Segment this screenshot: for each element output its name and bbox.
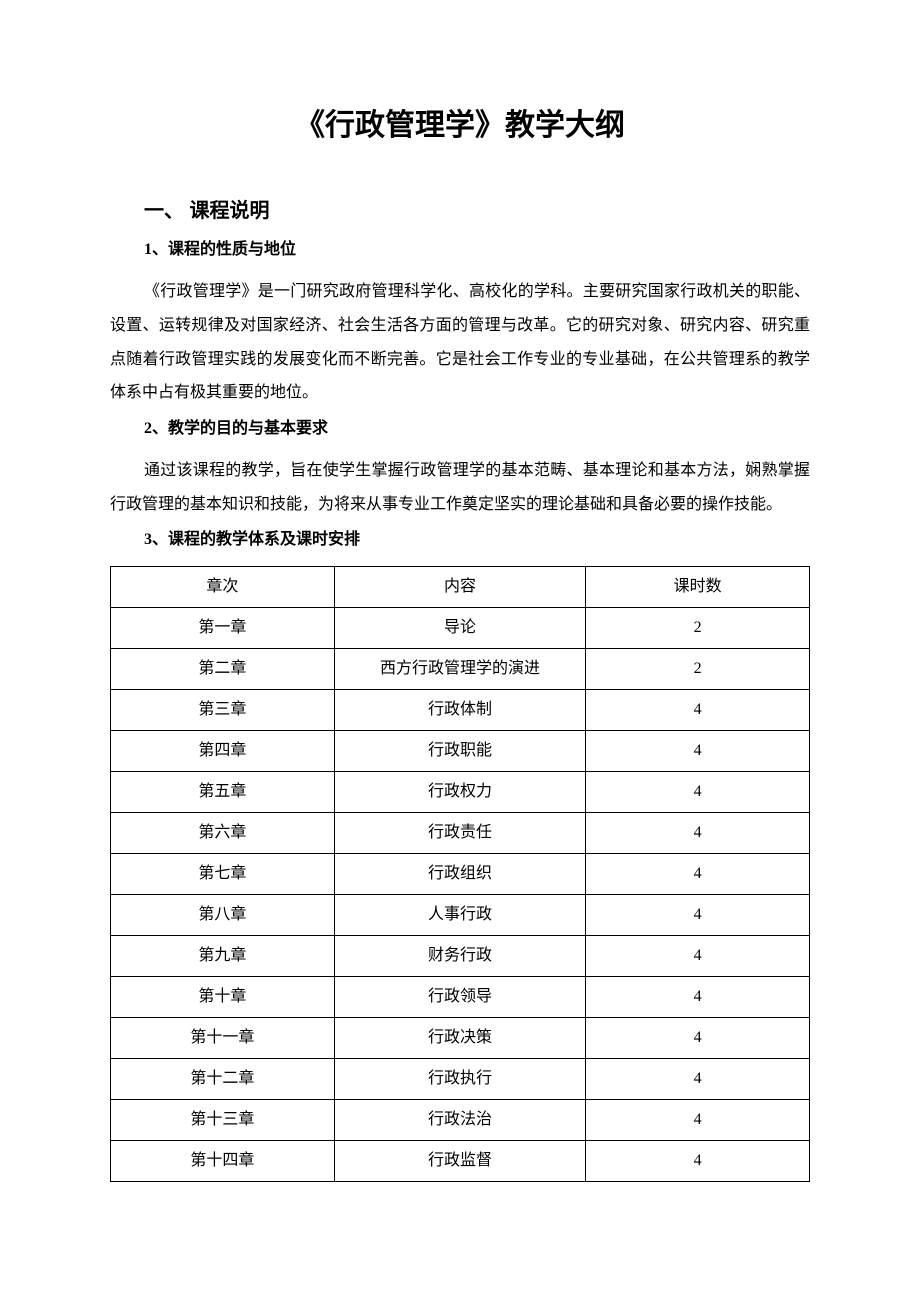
table-cell-chapter: 第十三章 [111, 1099, 335, 1140]
table-cell-chapter: 第七章 [111, 853, 335, 894]
table-cell-hours: 4 [586, 853, 810, 894]
table-row: 第十二章 行政执行 4 [111, 1058, 810, 1099]
table-cell-hours: 4 [586, 1140, 810, 1181]
table-cell-content: 财务行政 [334, 935, 586, 976]
table-cell-chapter: 第三章 [111, 689, 335, 730]
table-row: 第十四章 行政监督 4 [111, 1140, 810, 1181]
subsection-1-2-paragraph: 通过该课程的教学，旨在使学生掌握行政管理学的基本范畴、基本理论和基本方法，娴熟掌… [110, 454, 810, 521]
table-cell-chapter: 第五章 [111, 771, 335, 812]
table-cell-content: 行政决策 [334, 1017, 586, 1058]
table-cell-chapter: 第一章 [111, 607, 335, 648]
subsection-1-1-heading: 1、课程的性质与地位 [110, 235, 810, 265]
table-cell-content: 行政组织 [334, 853, 586, 894]
table-cell-chapter: 第十四章 [111, 1140, 335, 1181]
table-row: 第十三章 行政法治 4 [111, 1099, 810, 1140]
table-cell-chapter: 第二章 [111, 648, 335, 689]
table-cell-content: 行政监督 [334, 1140, 586, 1181]
table-row: 第四章 行政职能 4 [111, 730, 810, 771]
table-cell-chapter: 第六章 [111, 812, 335, 853]
table-cell-hours: 4 [586, 1058, 810, 1099]
table-cell-content: 行政责任 [334, 812, 586, 853]
table-row: 第八章 人事行政 4 [111, 894, 810, 935]
table-row: 第十章 行政领导 4 [111, 976, 810, 1017]
table-cell-hours: 4 [586, 935, 810, 976]
subsection-1-3-heading: 3、课程的教学体系及课时安排 [110, 525, 810, 555]
table-cell-chapter: 第十一章 [111, 1017, 335, 1058]
table-row: 第九章 财务行政 4 [111, 935, 810, 976]
table-cell-content: 行政职能 [334, 730, 586, 771]
table-cell-hours: 2 [586, 648, 810, 689]
table-cell-hours: 4 [586, 730, 810, 771]
table-header-chapter: 章次 [111, 566, 335, 607]
document-title: 《行政管理学》教学大纲 [110, 100, 810, 144]
table-row: 第五章 行政权力 4 [111, 771, 810, 812]
table-body: 第一章 导论 2 第二章 西方行政管理学的演进 2 第三章 行政体制 4 第四章… [111, 607, 810, 1181]
table-cell-content: 行政法治 [334, 1099, 586, 1140]
table-cell-content: 行政领导 [334, 976, 586, 1017]
table-cell-hours: 4 [586, 771, 810, 812]
table-cell-hours: 2 [586, 607, 810, 648]
table-cell-hours: 4 [586, 976, 810, 1017]
table-cell-hours: 4 [586, 894, 810, 935]
table-row: 第六章 行政责任 4 [111, 812, 810, 853]
subsection-1-1-paragraph: 《行政管理学》是一门研究政府管理科学化、高校化的学科。主要研究国家行政机关的职能… [110, 275, 810, 409]
table-header-content: 内容 [334, 566, 586, 607]
section-1-heading: 一、 课程说明 [110, 194, 810, 223]
table-cell-hours: 4 [586, 1017, 810, 1058]
table-cell-chapter: 第十章 [111, 976, 335, 1017]
table-cell-content: 导论 [334, 607, 586, 648]
table-row: 第三章 行政体制 4 [111, 689, 810, 730]
table-row: 第二章 西方行政管理学的演进 2 [111, 648, 810, 689]
subsection-1-2-heading: 2、教学的目的与基本要求 [110, 414, 810, 444]
table-cell-content: 行政执行 [334, 1058, 586, 1099]
table-cell-chapter: 第四章 [111, 730, 335, 771]
table-cell-chapter: 第十二章 [111, 1058, 335, 1099]
table-header-hours: 课时数 [586, 566, 810, 607]
table-cell-hours: 4 [586, 1099, 810, 1140]
table-row: 第一章 导论 2 [111, 607, 810, 648]
table-cell-hours: 4 [586, 689, 810, 730]
table-row: 第七章 行政组织 4 [111, 853, 810, 894]
table-cell-content: 行政权力 [334, 771, 586, 812]
table-cell-hours: 4 [586, 812, 810, 853]
table-cell-content: 西方行政管理学的演进 [334, 648, 586, 689]
table-header-row: 章次 内容 课时数 [111, 566, 810, 607]
schedule-table: 章次 内容 课时数 第一章 导论 2 第二章 西方行政管理学的演进 2 第三章 … [110, 566, 810, 1182]
table-cell-chapter: 第九章 [111, 935, 335, 976]
table-cell-content: 人事行政 [334, 894, 586, 935]
table-cell-content: 行政体制 [334, 689, 586, 730]
table-row: 第十一章 行政决策 4 [111, 1017, 810, 1058]
table-cell-chapter: 第八章 [111, 894, 335, 935]
